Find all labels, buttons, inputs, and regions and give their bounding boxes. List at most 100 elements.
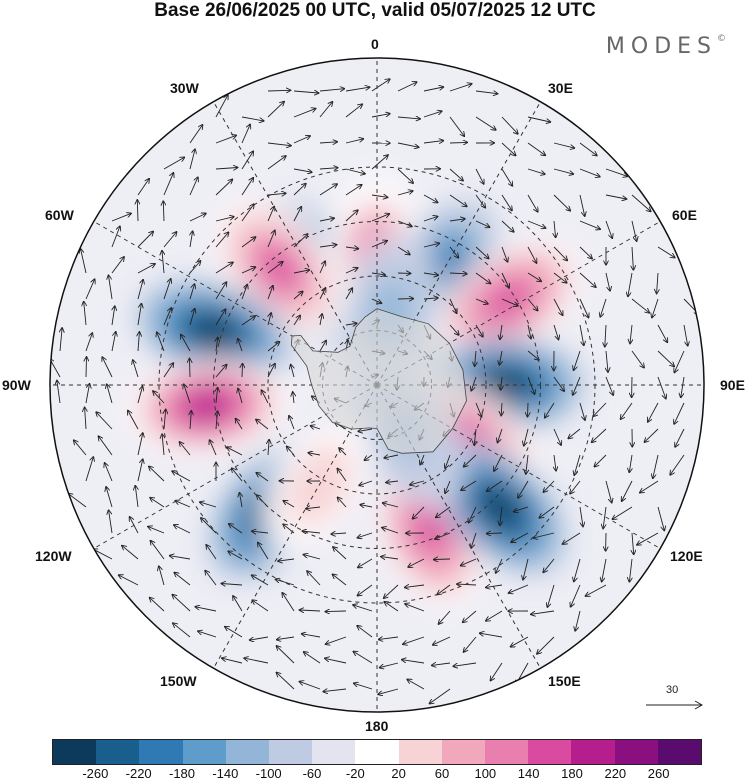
wind-arrow <box>256 473 269 482</box>
wind-arrow <box>241 125 250 144</box>
wind-arrow <box>85 384 90 404</box>
wind-arrow <box>60 328 62 352</box>
wind-arrow <box>487 480 503 491</box>
wind-arrow <box>365 454 373 460</box>
colorbar-tick-label: 180 <box>561 766 583 781</box>
colorbar <box>52 739 702 765</box>
wind-arrow <box>262 390 269 404</box>
wind-arrow <box>137 459 143 482</box>
wind-arrow <box>122 546 139 560</box>
meridian-line <box>93 384 378 549</box>
wind-arrow <box>170 556 191 560</box>
wind-arrow <box>172 471 191 482</box>
wind-arrow <box>174 573 191 586</box>
wind-arrow <box>337 469 347 482</box>
wind-arrow <box>469 506 477 523</box>
wind-arrow <box>434 559 451 560</box>
wind-arrow <box>553 168 573 174</box>
wind-arrow <box>594 454 607 467</box>
wind-arrow <box>119 575 139 586</box>
wind-arrow <box>501 168 512 186</box>
wind-arrow <box>471 376 477 391</box>
wind-arrow <box>162 434 164 456</box>
anomaly-contour <box>191 314 238 350</box>
wind-arrow <box>282 593 295 612</box>
wind-arrow <box>267 231 275 248</box>
wind-arrow <box>302 634 321 638</box>
lon-label-150w: 150W <box>160 673 197 689</box>
wind-arrow <box>189 261 200 274</box>
wind-arrow <box>464 636 477 652</box>
wind-arrow <box>345 168 365 174</box>
wind-arrow <box>631 194 651 211</box>
wind-arrow <box>501 142 516 156</box>
wind-arrow <box>537 636 555 654</box>
wind-arrow <box>501 194 512 210</box>
wind-arrow <box>200 502 217 508</box>
wind-arrow <box>449 84 472 92</box>
wind-arrow <box>397 142 419 147</box>
wind-arrow <box>358 558 373 568</box>
wind-arrow <box>670 454 685 475</box>
wind-arrow <box>293 207 301 222</box>
wind-arrow <box>574 558 581 581</box>
wind-arrow <box>240 493 243 508</box>
wind-arrow <box>437 584 451 595</box>
colorbar-cell <box>269 740 313 764</box>
colorbar-cell <box>139 740 183 764</box>
wind-arrow <box>380 662 399 668</box>
wind-arrow <box>629 454 632 472</box>
wind-arrow <box>592 428 607 442</box>
wind-arrow <box>345 323 357 325</box>
wind-arrow <box>345 104 362 118</box>
wind-arrow <box>276 579 295 586</box>
wind-arrow <box>543 480 555 492</box>
wind-arrow <box>215 262 233 274</box>
wind-arrow <box>586 584 607 596</box>
wind-arrow <box>133 360 139 378</box>
wind-arrow <box>605 194 626 199</box>
wind-arrow <box>189 149 195 170</box>
wind-arrow <box>206 545 217 560</box>
wind-arrow <box>150 598 165 612</box>
wind-arrow <box>384 602 399 612</box>
anomaly-contour <box>300 463 338 508</box>
wind-arrow <box>358 429 373 431</box>
latitude-circle <box>267 275 487 495</box>
wind-arrow <box>445 480 451 493</box>
wind-arrow <box>383 503 399 508</box>
wind-arrow <box>215 282 226 300</box>
wind-arrow <box>137 179 149 196</box>
wind-arrow <box>463 610 477 622</box>
wind-arrow <box>233 596 243 612</box>
wind-arrow <box>216 388 218 404</box>
wind-arrow <box>215 135 236 144</box>
wind-arrow <box>371 241 387 248</box>
wind-arrow <box>345 185 362 196</box>
wind-arrow <box>293 270 309 274</box>
wind-arrow <box>579 246 592 259</box>
wind-arrow <box>579 194 585 216</box>
wind-arrow <box>229 524 243 534</box>
lon-label-120w: 120W <box>35 548 72 564</box>
colorbar-cell <box>312 740 356 764</box>
meridian-line <box>93 221 378 386</box>
wind-arrow <box>267 156 286 170</box>
wind-arrow <box>267 364 275 378</box>
wind-arrow <box>632 532 634 554</box>
wind-arrow <box>605 272 610 291</box>
wind-arrow <box>85 457 93 482</box>
wind-arrow <box>402 660 425 664</box>
wind-arrow <box>511 532 529 542</box>
wind-arrow <box>252 531 269 533</box>
wind-arrow <box>216 411 218 430</box>
wind-arrow <box>307 571 321 586</box>
wind-arrow <box>570 480 581 494</box>
lon-label-0: 0 <box>371 36 379 52</box>
wind-arrow <box>553 324 559 339</box>
wind-arrow <box>371 114 390 118</box>
wind-arrow <box>137 280 143 300</box>
wind-arrow <box>201 518 217 534</box>
wind-arrow <box>319 184 337 196</box>
wind-arrow <box>475 220 490 227</box>
